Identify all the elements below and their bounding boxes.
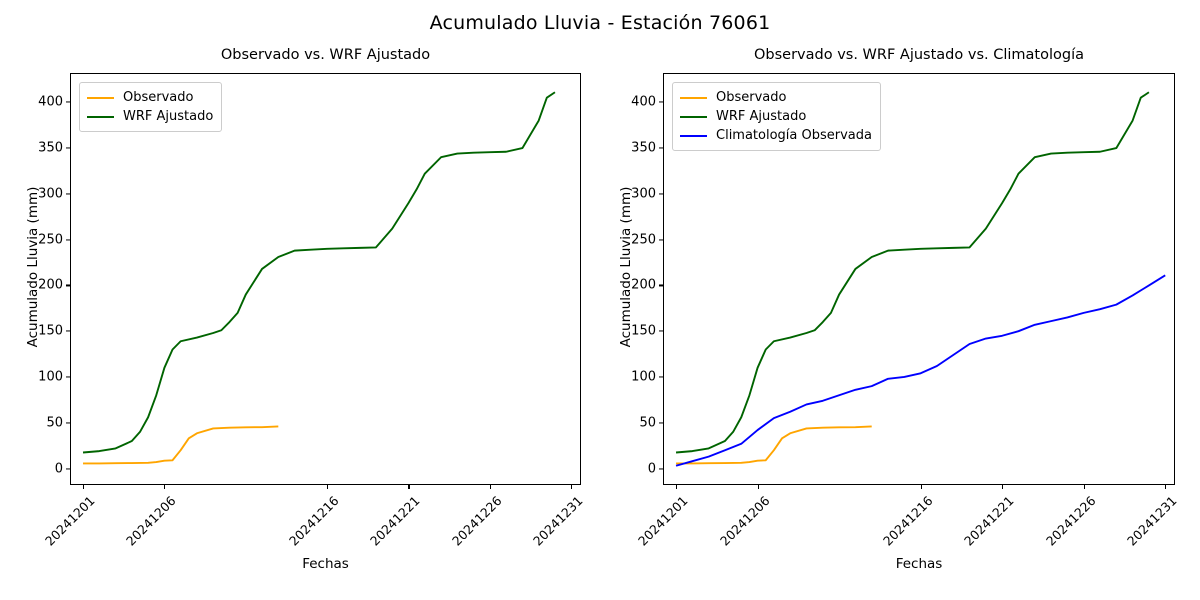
left-x-axis-title: Fechas — [302, 555, 349, 572]
y-tick-label: 150 — [38, 323, 63, 339]
y-tick-label: 100 — [38, 369, 63, 385]
y-tick-label: 350 — [38, 140, 63, 156]
x-tick-mark — [408, 485, 410, 489]
legend-entry[interactable]: WRF Ajustado — [680, 107, 872, 126]
y-tick-label: 0 — [54, 461, 63, 477]
y-tick-mark — [66, 147, 70, 149]
y-tick-mark — [66, 239, 70, 241]
y-tick-mark — [659, 147, 663, 149]
right-y-axis-title: Acumulado Lluvia (mm) — [618, 186, 634, 348]
y-tick-label: 300 — [631, 186, 656, 202]
x-tick-mark — [920, 485, 922, 489]
x-tick-mark — [489, 485, 491, 489]
y-tick-label: 300 — [38, 186, 63, 202]
y-tick-label: 50 — [46, 415, 63, 431]
y-tick-label: 50 — [639, 415, 656, 431]
y-tick-mark — [659, 193, 663, 195]
series-line — [675, 274, 1166, 467]
y-tick-label: 200 — [631, 277, 656, 293]
right-x-axis-title: Fechas — [895, 555, 943, 572]
left-subplot: Observado vs. WRF Ajustado 0 50 100 150 200 2… — [25, 47, 586, 572]
left-plot-lines — [82, 91, 556, 465]
legend-label: WRF Ajustado — [716, 108, 807, 124]
legend-swatch-icon — [87, 115, 114, 118]
legend-swatch-icon — [680, 115, 707, 118]
y-tick-label: 200 — [38, 277, 63, 293]
left-y-tick-labels: 0 50 100 150 200 250 300 350 400 — [21, 73, 63, 485]
legend-swatch-icon — [87, 96, 114, 99]
x-tick-mark — [676, 485, 678, 489]
y-tick-mark — [659, 284, 663, 286]
y-tick-label: 400 — [38, 94, 63, 110]
legend-entry[interactable]: Observado — [680, 88, 872, 107]
x-tick-mark — [571, 485, 573, 489]
y-tick-label: 400 — [631, 94, 656, 110]
y-tick-mark — [66, 284, 70, 286]
y-tick-mark — [659, 101, 663, 103]
left-legend[interactable]: Observado WRF Ajustado — [79, 82, 223, 132]
left-y-axis-title: Acumulado Lluvia (mm) — [25, 186, 41, 348]
series-line — [675, 91, 1150, 454]
y-tick-mark — [66, 330, 70, 332]
legend-label: WRF Ajustado — [123, 108, 214, 124]
right-subplot: Observado vs. WRF Ajustado vs. Climatolo… — [618, 47, 1180, 572]
y-tick-mark — [66, 193, 70, 195]
x-tick-mark — [1083, 485, 1085, 489]
y-tick-label: 250 — [631, 232, 656, 248]
y-tick-label: 350 — [631, 140, 656, 156]
y-tick-mark — [66, 101, 70, 103]
x-tick-mark — [1002, 485, 1004, 489]
x-tick-mark — [164, 485, 166, 489]
x-tick-mark — [1165, 485, 1167, 489]
y-tick-label: 100 — [631, 369, 656, 385]
y-tick-label: 150 — [631, 323, 656, 339]
right-y-tick-labels: 0 50 100 150 200 250 300 350 400 — [614, 73, 656, 485]
legend-swatch-icon — [680, 96, 707, 99]
figure-title: Acumulado Lluvia - Estación 76061 — [429, 12, 771, 34]
x-tick-mark — [83, 485, 85, 489]
series-line — [82, 91, 556, 454]
y-tick-label: 250 — [38, 232, 63, 248]
x-tick-mark — [327, 485, 329, 489]
legend-swatch-icon — [680, 134, 707, 137]
legend-label: Observado — [123, 89, 194, 105]
legend-label: Climatología Observada — [716, 127, 872, 143]
y-tick-mark — [659, 239, 663, 241]
series-line — [83, 425, 279, 465]
left-subplot-title: Observado vs. WRF Ajustado — [220, 47, 431, 63]
y-tick-mark — [659, 330, 663, 332]
left-axes-frame — [70, 73, 581, 485]
y-tick-mark — [66, 467, 70, 470]
x-tick-mark — [757, 485, 759, 489]
y-tick-label: 0 — [647, 461, 656, 477]
legend-entry[interactable]: Observado — [87, 88, 213, 107]
legend-entry[interactable]: WRF Ajustado — [87, 107, 213, 126]
legend-entry[interactable]: Climatología Observada — [680, 126, 872, 145]
legend-label: Observado — [716, 89, 787, 105]
y-tick-mark — [659, 467, 663, 470]
right-subplot-title: Observado vs. WRF Ajustado vs. Climatolo… — [754, 47, 1084, 63]
series-line — [676, 425, 872, 465]
right-plot-lines — [675, 91, 1166, 467]
right-legend[interactable]: Observado WRF Ajustado Climatología Observ… — [672, 82, 881, 151]
y-tick-mark — [659, 376, 663, 378]
y-tick-mark — [659, 422, 663, 424]
y-tick-mark — [66, 422, 70, 424]
y-tick-mark — [66, 376, 70, 378]
